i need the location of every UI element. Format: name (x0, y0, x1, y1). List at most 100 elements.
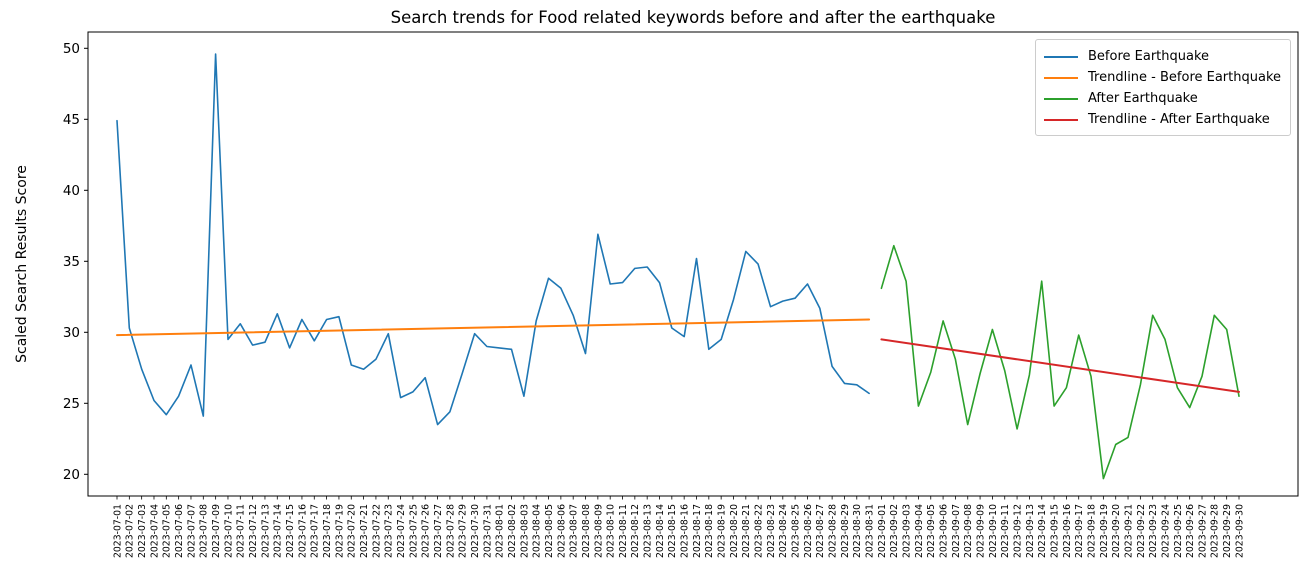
x-tick-label: 2023-08-23 (766, 504, 777, 558)
x-tick-label: 2023-07-05 (162, 504, 173, 558)
x-tick-label: 2023-07-10 (223, 504, 234, 558)
x-tick-label: 2023-07-03 (137, 504, 148, 558)
legend-label: After Earthquake (1088, 91, 1198, 106)
x-tick-label: 2023-09-19 (1099, 504, 1110, 558)
x-tick-label: 2023-07-02 (125, 504, 136, 558)
x-tick-label: 2023-08-09 (593, 504, 604, 558)
x-tick-label: 2023-09-09 (975, 504, 986, 558)
x-tick-label: 2023-09-15 (1049, 504, 1060, 558)
series-after-earthquake (880, 244, 1240, 480)
legend-label: Trendline - Before Earthquake (1088, 70, 1282, 85)
legend-line-sample-blue (1044, 55, 1078, 58)
y-tick-label: 35 (63, 254, 80, 270)
x-tick-label: 2023-07-19 (334, 504, 345, 558)
y-tick-label: 45 (63, 112, 80, 128)
x-tick-label: 2023-07-21 (359, 504, 370, 558)
x-tick-label: 2023-09-06 (938, 504, 949, 558)
x-tick-label: 2023-09-13 (1025, 504, 1036, 558)
chart-title: Search trends for Food related keywords … (390, 8, 996, 27)
legend-line-sample-green (1044, 97, 1078, 100)
x-tick-label: 2023-09-12 (1012, 504, 1023, 558)
x-tick-label: 2023-07-25 (408, 504, 419, 558)
x-tick-label: 2023-09-21 (1123, 504, 1134, 558)
x-tick-label: 2023-08-28 (828, 504, 839, 558)
x-tick-label: 2023-09-24 (1160, 504, 1171, 558)
x-tick-label: 2023-07-24 (396, 504, 407, 558)
x-tick-label: 2023-07-01 (112, 504, 123, 558)
series-trendline-after-earthquake (880, 338, 1240, 393)
x-tick-label: 2023-08-05 (544, 504, 555, 558)
y-axis: 20 25 30 35 40 45 50 (63, 41, 88, 483)
x-tick-label: 2023-08-21 (741, 504, 752, 558)
x-tick-label: 2023-09-27 (1197, 504, 1208, 558)
x-tick-label: 2023-08-01 (495, 504, 506, 558)
x-tick-label: 2023-07-09 (211, 504, 222, 558)
x-tick-label: 2023-07-14 (273, 504, 284, 558)
x-tick-label: 2023-07-13 (260, 504, 271, 558)
x-tick-label: 2023-08-18 (704, 504, 715, 558)
x-tick-label: 2023-07-06 (174, 504, 185, 558)
legend-item: Trendline - Before Earthquake (1044, 67, 1282, 88)
y-axis-label: Scaled Search Results Score (14, 165, 30, 363)
x-tick-label: 2023-09-02 (889, 504, 900, 558)
x-tick-label: 2023-09-10 (988, 504, 999, 558)
legend-item: After Earthquake (1044, 88, 1282, 109)
plot-border (87, 31, 1299, 497)
series-trendline-before-earthquake (116, 318, 871, 337)
x-tick-label: 2023-08-03 (519, 504, 530, 558)
legend-item: Before Earthquake (1044, 46, 1282, 67)
x-tick-label: 2023-08-30 (852, 504, 863, 558)
x-tick-label: 2023-07-18 (322, 504, 333, 558)
x-tick-label: 2023-08-15 (667, 504, 678, 558)
legend-line-sample-orange (1044, 76, 1078, 79)
x-tick-label: 2023-09-22 (1136, 504, 1147, 558)
x-tick-label: 2023-08-06 (556, 504, 567, 558)
x-tick-label: 2023-09-04 (914, 504, 925, 558)
y-tick-label: 30 (63, 325, 80, 341)
y-tick-label: 40 (63, 183, 80, 199)
x-tick-label: 2023-08-22 (754, 504, 765, 558)
legend-line-sample-red (1044, 118, 1078, 121)
x-tick-label: 2023-07-29 (458, 504, 469, 558)
x-tick-label: 2023-09-17 (1074, 504, 1085, 558)
x-tick-label: 2023-08-20 (729, 504, 740, 558)
x-tick-label: 2023-09-29 (1222, 504, 1233, 558)
x-tick-label: 2023-07-31 (482, 504, 493, 558)
x-tick-label: 2023-07-20 (347, 504, 358, 558)
x-tick-label: 2023-09-07 (951, 504, 962, 558)
x-tick-label: 2023-08-19 (717, 504, 728, 558)
x-tick-label: 2023-07-04 (149, 504, 160, 558)
x-tick-label: 2023-07-28 (445, 504, 456, 558)
x-tick-label: 2023-08-08 (581, 504, 592, 558)
x-tick-label: 2023-08-10 (606, 504, 617, 558)
x-tick-label: 2023-08-14 (655, 504, 666, 558)
x-tick-label: 2023-07-12 (248, 504, 259, 558)
x-tick-label: 2023-07-27 (433, 504, 444, 558)
series-before-earthquake (116, 53, 870, 426)
legend: Before Earthquake Trendline - Before Ear… (1035, 39, 1291, 136)
x-tick-label: 2023-08-17 (692, 504, 703, 558)
y-tick-label: 20 (63, 467, 80, 483)
x-tick-label: 2023-08-07 (569, 504, 580, 558)
x-tick-label: 2023-09-16 (1062, 504, 1073, 558)
x-tick-label: 2023-08-04 (532, 504, 543, 558)
x-tick-label: 2023-09-23 (1148, 504, 1159, 558)
x-tick-label: 2023-08-27 (815, 504, 826, 558)
x-tick-label: 2023-07-11 (236, 504, 247, 558)
x-tick-label: 2023-08-13 (643, 504, 654, 558)
x-tick-label: 2023-07-26 (421, 504, 432, 558)
x-tick-label: 2023-07-17 (310, 504, 321, 558)
x-tick-label: 2023-07-22 (371, 504, 382, 558)
x-tick-label: 2023-09-26 (1185, 504, 1196, 558)
x-tick-label: 2023-07-07 (186, 504, 197, 558)
x-tick-label: 2023-07-15 (285, 504, 296, 558)
legend-item: Trendline - After Earthquake (1044, 109, 1282, 130)
x-tick-label: 2023-08-31 (865, 504, 876, 558)
x-tick-label: 2023-08-11 (618, 504, 629, 558)
x-tick-label: 2023-09-18 (1086, 504, 1097, 558)
x-tick-label: 2023-09-05 (926, 504, 937, 558)
y-tick-label: 25 (63, 396, 80, 412)
x-tick-label: 2023-07-16 (297, 504, 308, 558)
